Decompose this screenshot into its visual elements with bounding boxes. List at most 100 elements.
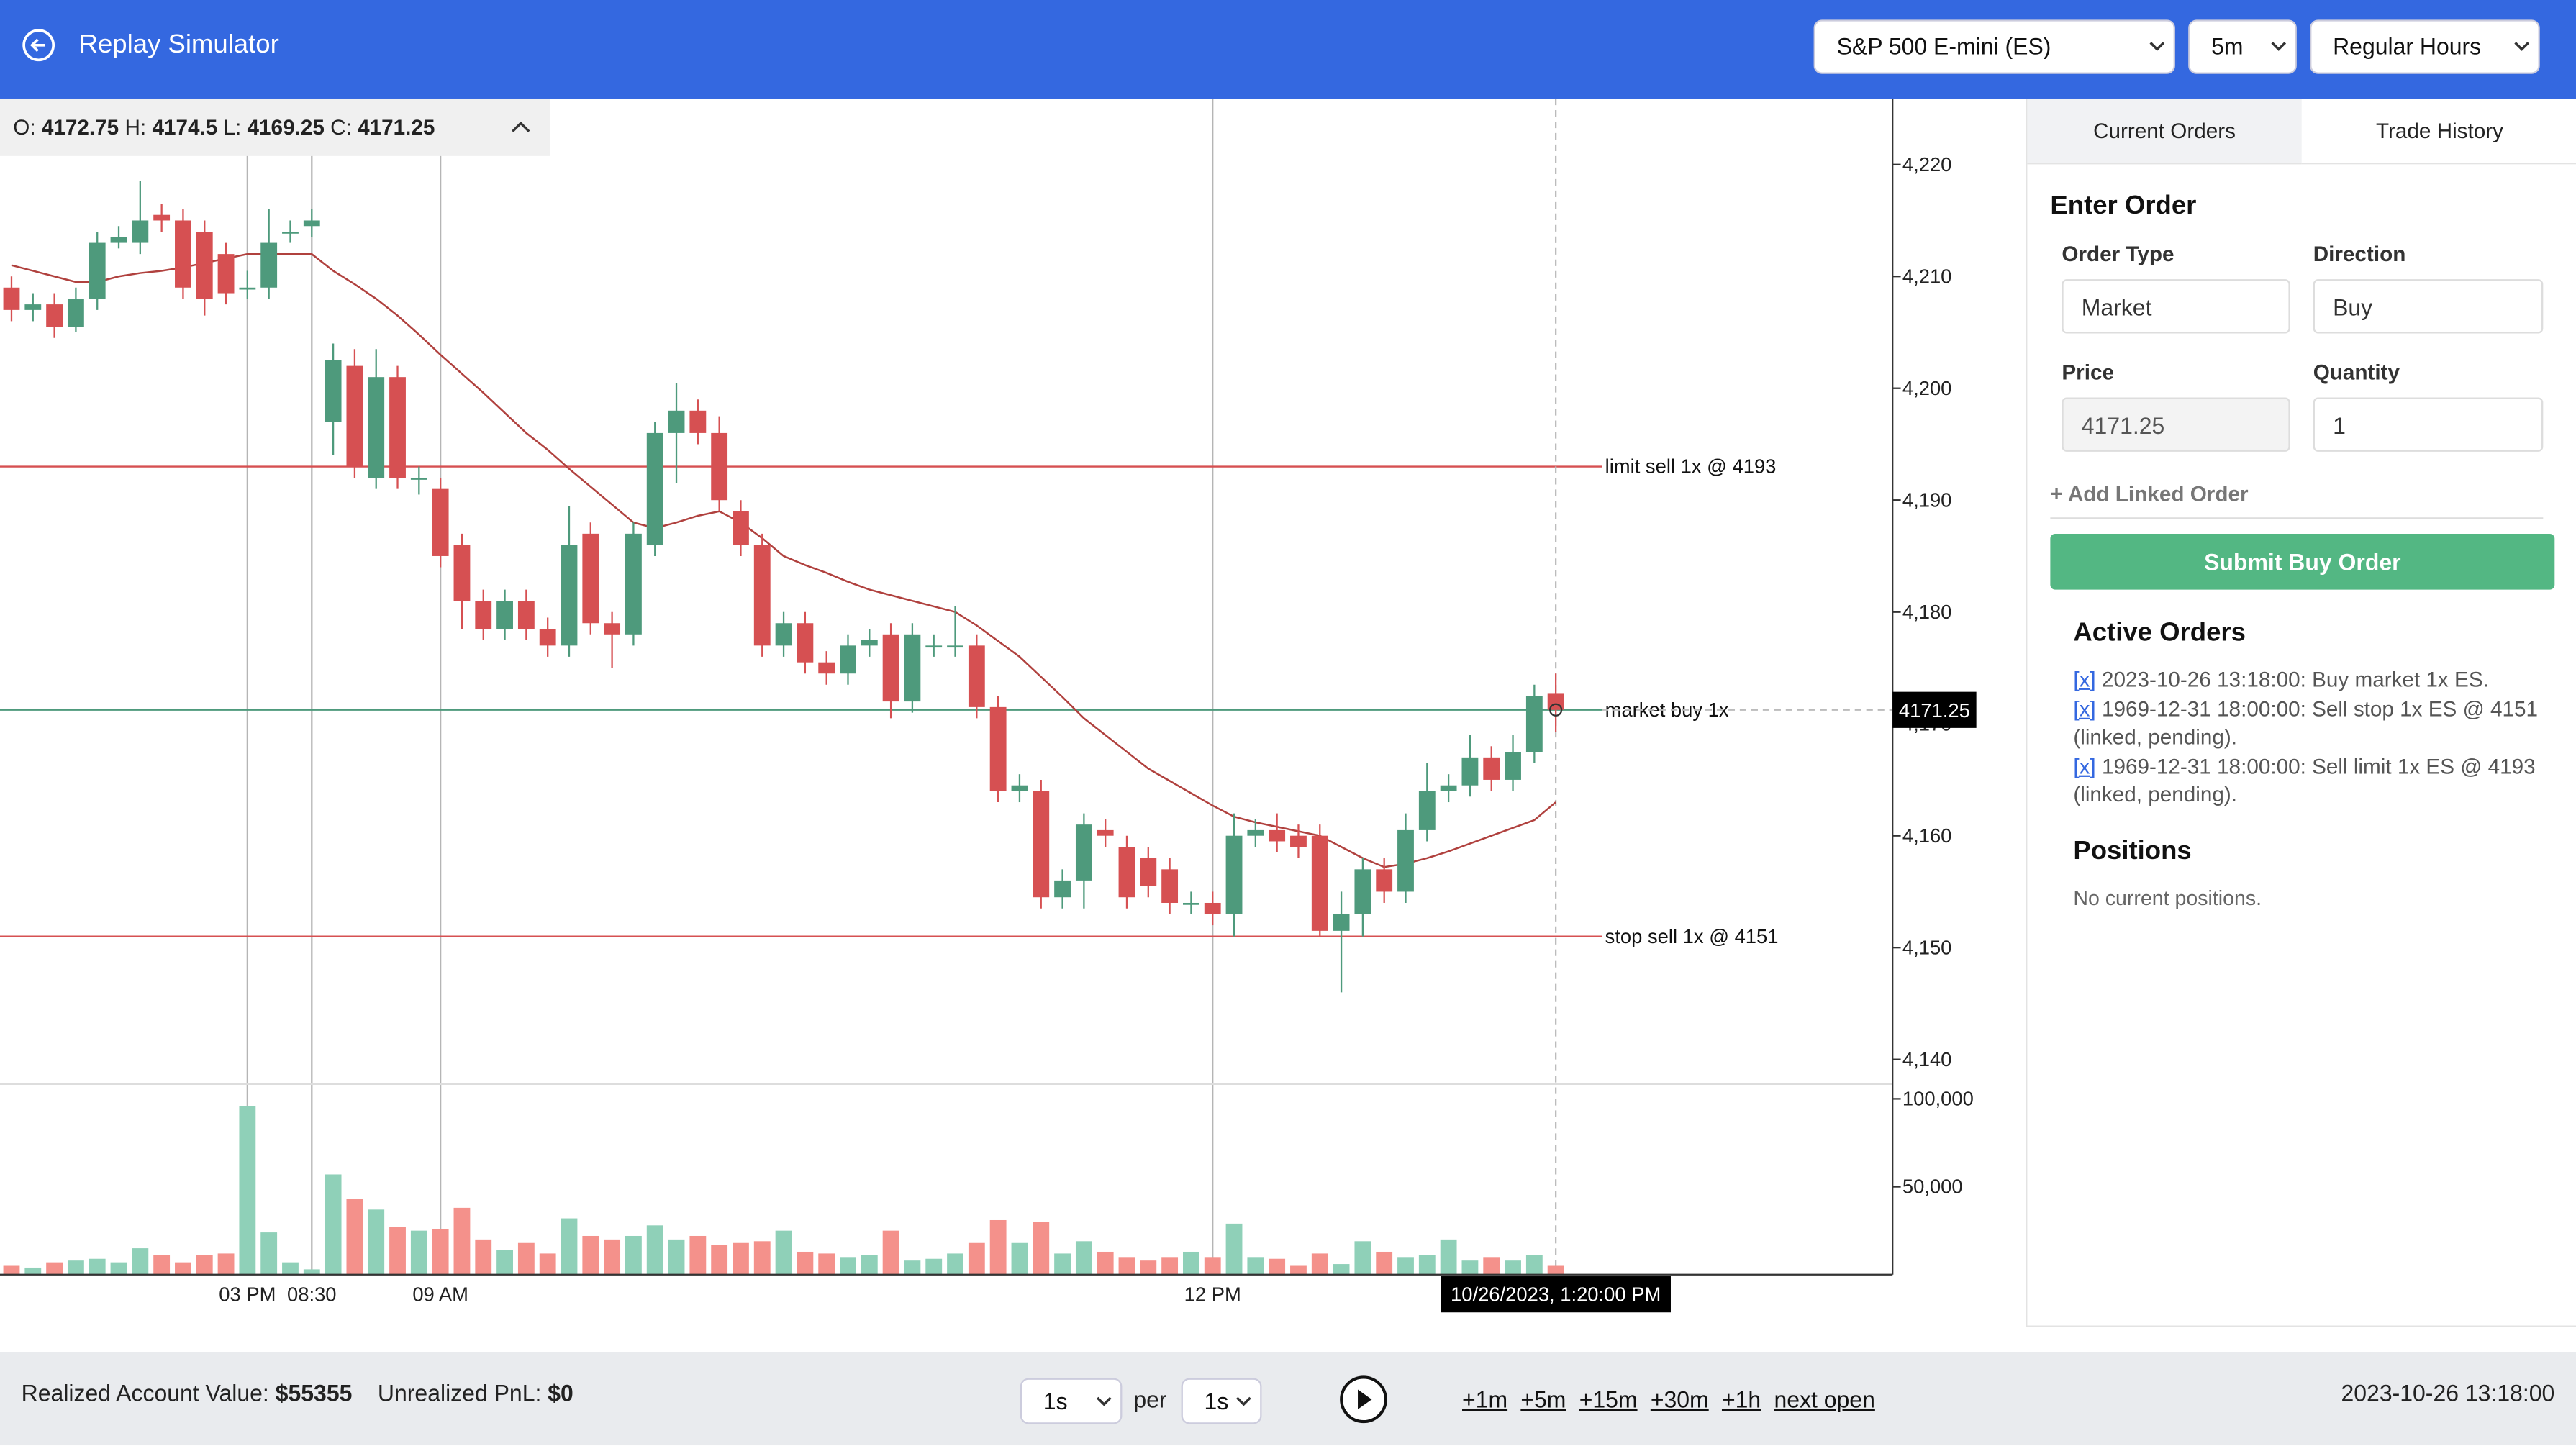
candle-body: [840, 645, 856, 674]
volume-bar: [1161, 1257, 1179, 1275]
candle-body: [3, 287, 20, 310]
volume-bar: [1311, 1253, 1328, 1275]
candle-body: [1075, 824, 1092, 881]
time-tag: 10/26/2023, 1:20:00 PM: [1451, 1283, 1661, 1305]
y2-tick-label: 50,000: [1902, 1176, 1963, 1198]
volume-bar: [1075, 1241, 1092, 1275]
crosshair-point: [1549, 703, 1563, 717]
candle-body: [1354, 869, 1371, 914]
volume-bar: [582, 1235, 599, 1275]
candle-body: [882, 634, 899, 702]
candle-body: [496, 601, 513, 629]
order-type-input[interactable]: Market: [2062, 279, 2290, 334]
volume-bar: [368, 1209, 385, 1275]
cancel-link[interactable]: [x]: [2073, 752, 2096, 778]
symbol-select[interactable]: S&P 500 E-mini (ES): [1813, 19, 2175, 74]
candle-body: [432, 488, 449, 556]
candle-body: [561, 545, 578, 646]
volume-bar: [303, 1269, 320, 1275]
candle-body: [1204, 902, 1221, 914]
volume-bar: [689, 1235, 707, 1275]
candle-body: [604, 623, 621, 635]
volume-bar: [1397, 1257, 1414, 1275]
volume-bar: [861, 1255, 878, 1275]
volume-bar: [1290, 1265, 1307, 1275]
candle-body: [582, 533, 599, 624]
volume-bar: [797, 1251, 814, 1275]
candle-body: [346, 365, 363, 467]
volume-bar: [1505, 1260, 1521, 1275]
candle-body: [1118, 847, 1135, 898]
skip-link[interactable]: next open: [1774, 1386, 1875, 1413]
y-tick-label: 4,140: [1902, 1048, 1952, 1070]
volume-bar: [1418, 1255, 1436, 1275]
submit-button[interactable]: Submit Buy Order: [2050, 534, 2555, 590]
candle-body: [196, 232, 213, 299]
direction-input[interactable]: Buy: [2313, 279, 2544, 334]
candle-body: [1011, 785, 1028, 791]
volume-bar: [453, 1207, 471, 1275]
candle-body: [410, 478, 427, 480]
candle-body: [1333, 914, 1350, 931]
candle-body: [775, 623, 792, 646]
volume-bar: [496, 1250, 513, 1275]
candle-body: [625, 533, 642, 635]
moving-average: [11, 253, 1556, 868]
quantity-input[interactable]: 1: [2313, 397, 2544, 452]
play-button[interactable]: [1339, 1375, 1388, 1424]
candle-body: [453, 545, 471, 601]
candle-body: [303, 220, 320, 227]
tab[interactable]: Trade History: [2301, 99, 2576, 165]
volume-bar: [604, 1239, 621, 1275]
add-linked-order[interactable]: + Add Linked Order: [2050, 481, 2544, 519]
volume-bar: [410, 1230, 427, 1275]
candle-body: [1247, 829, 1264, 836]
speed-select[interactable]: 1s: [1020, 1378, 1123, 1424]
candle-body: [1505, 752, 1521, 780]
candle-body: [1397, 829, 1414, 892]
field-label: Price: [2062, 360, 2114, 385]
volume-bar: [1140, 1260, 1157, 1275]
label: Realized Account Value:: [21, 1379, 269, 1406]
skip-link[interactable]: +15m: [1579, 1386, 1638, 1413]
y-tick-label: 4,220: [1902, 153, 1952, 176]
candle-body: [475, 601, 492, 629]
candle-body: [239, 287, 256, 290]
interval-select[interactable]: 1s: [1181, 1378, 1262, 1424]
skip-link[interactable]: +1h: [1721, 1386, 1761, 1413]
back-button[interactable]: [22, 28, 56, 63]
candle-body: [89, 242, 106, 299]
field-label: Direction: [2313, 241, 2406, 266]
x-tick-label: 03 PM: [219, 1283, 276, 1305]
active-orders: [x] 2023-10-26 13:18:00: Buy market 1x E…: [2073, 665, 2541, 809]
skip-link[interactable]: +30m: [1650, 1386, 1709, 1413]
volume-bar: [840, 1257, 856, 1275]
volume-bar: [1204, 1257, 1221, 1275]
cancel-link[interactable]: [x]: [2073, 695, 2096, 721]
candle-body: [1525, 696, 1543, 752]
candle-body: [217, 254, 235, 294]
collapse-button[interactable]: [511, 120, 530, 133]
tab[interactable]: Current Orders: [2027, 98, 2302, 165]
session-select[interactable]: Regular Hours: [2310, 19, 2540, 74]
skip-link[interactable]: +5m: [1520, 1386, 1566, 1413]
candle-body: [1161, 869, 1179, 903]
volume-bar: [1547, 1265, 1564, 1275]
field-label: Order Type: [2062, 241, 2174, 266]
timeframe-select[interactable]: 5m: [2188, 19, 2297, 74]
volume-bar: [539, 1253, 556, 1275]
ohlc-value: 4174.5: [152, 114, 218, 140]
x-tick-label: 12 PM: [1184, 1283, 1241, 1305]
volume-bar: [1054, 1253, 1071, 1275]
cancel-link[interactable]: [x]: [2073, 666, 2096, 692]
order-text: 1969-12-31 18:00:00: Sell limit 1x ES @ …: [2073, 752, 2536, 807]
footer: Realized Account Value: $55355 Unrealize…: [0, 1352, 2576, 1446]
candle-body: [689, 410, 707, 433]
skip-link[interactable]: +1m: [1462, 1386, 1508, 1413]
chart: 03 PM 08:30 09 AM 12 PM limit sell 1x @ 4193…: [0, 98, 1977, 1313]
volume-bar: [753, 1241, 771, 1275]
volume-bar: [1440, 1239, 1457, 1275]
candle-body: [818, 662, 835, 674]
volume-bar: [475, 1239, 492, 1275]
section-heading: Positions: [2073, 837, 2192, 866]
